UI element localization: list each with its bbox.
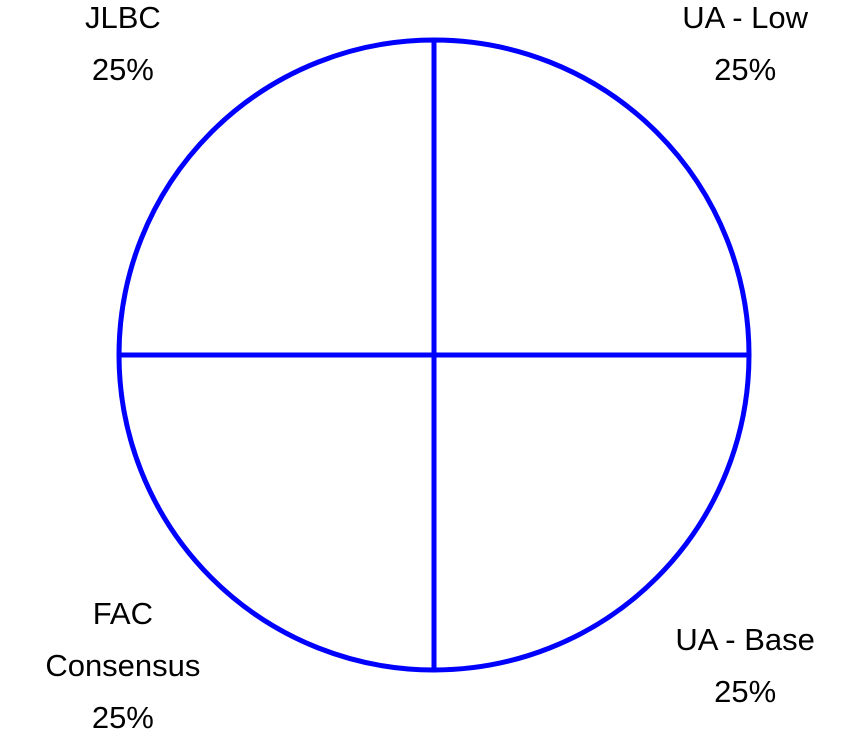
pie-slice	[431, 352, 752, 673]
slice-label: UA - Base 25%	[645, 614, 845, 718]
slice-label: FAC Consensus 25%	[23, 588, 223, 744]
value-label: 25%	[91, 700, 154, 736]
value-label: 25%	[91, 51, 154, 87]
pie-slice	[116, 352, 437, 673]
category-label: UA - Low	[682, 0, 809, 35]
slice-label: UA - Low 25%	[645, 0, 845, 96]
pie-slice	[431, 37, 752, 358]
slice-label: JLBC 25%	[23, 0, 223, 96]
category-label: UA - Base	[675, 622, 815, 658]
category-label: JLBC	[84, 0, 161, 35]
category-label: FAC Consensus	[45, 596, 201, 684]
value-label: 25%	[714, 674, 777, 710]
pie-slice	[116, 37, 437, 358]
value-label: 25%	[714, 51, 777, 87]
